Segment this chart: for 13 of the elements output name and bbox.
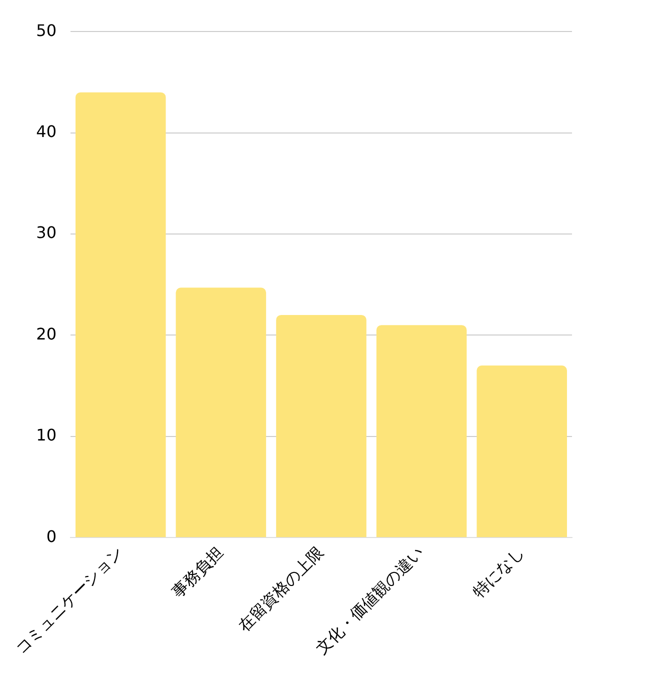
y-tick-label: 50 (36, 20, 57, 40)
bar (376, 325, 467, 538)
bar (276, 314, 366, 538)
y-tick-label: 40 (36, 122, 57, 141)
y-tick-label: 20 (36, 324, 57, 344)
x-tick-label: 事務負担 (168, 542, 227, 602)
x-tick-label: 特になし (468, 542, 528, 602)
bar (476, 366, 567, 538)
y-tick-label: 30 (36, 223, 57, 242)
bar (176, 288, 266, 538)
bar (76, 92, 166, 538)
y-tick-label: 10 (36, 426, 57, 445)
x-tick-label: 在留資格の上限 (234, 542, 328, 636)
